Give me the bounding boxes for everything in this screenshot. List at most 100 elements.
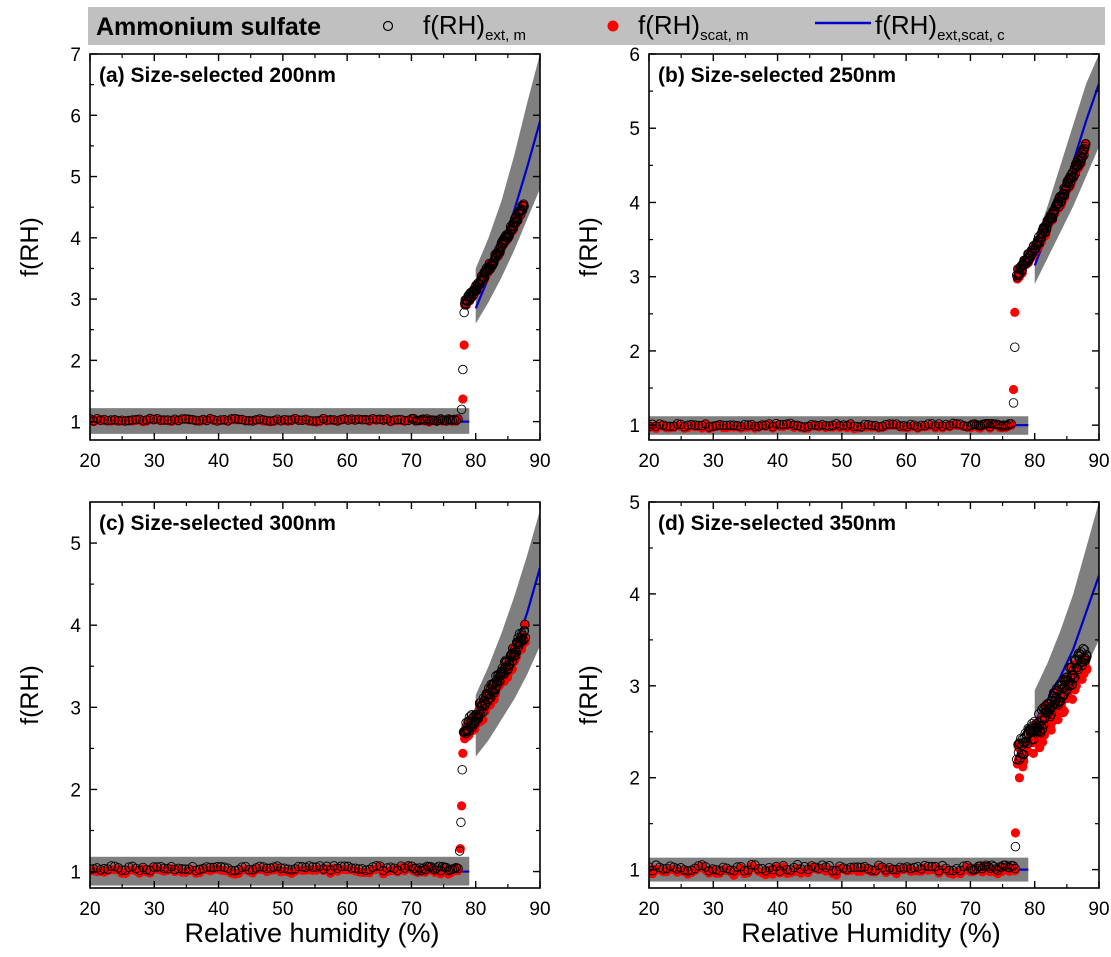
- ext-point: [817, 420, 828, 430]
- scat-point: [1008, 384, 1019, 395]
- ext-point: [254, 414, 265, 424]
- data-points: [90, 199, 529, 427]
- scat-point: [1053, 715, 1063, 725]
- ext-point: [520, 619, 530, 630]
- ext-point: [714, 866, 725, 876]
- ext-point: [707, 864, 718, 874]
- plot-frame: [648, 501, 1100, 889]
- ext-point: [799, 861, 810, 872]
- ext-point: [813, 421, 824, 431]
- ext-point: [237, 414, 247, 425]
- ext-point: [371, 414, 382, 425]
- ext-point: [1019, 749, 1029, 760]
- ext-point: [254, 861, 265, 872]
- ext-point: [138, 416, 148, 426]
- ext-point: [895, 421, 905, 431]
- ext-point: [502, 665, 513, 675]
- ext-point: [441, 416, 452, 426]
- ext-point: [508, 223, 519, 233]
- ext-point: [510, 218, 521, 228]
- ext-point: [479, 272, 490, 283]
- ext-point: [778, 419, 789, 430]
- ext-point: [768, 864, 778, 875]
- ext-point: [1011, 754, 1022, 765]
- ext-point: [166, 861, 177, 872]
- ext-point: [283, 864, 293, 875]
- ext-point: [247, 416, 258, 426]
- ext-point: [173, 863, 184, 874]
- ext-point: [205, 413, 215, 424]
- legend-label-scat-measured: f(RH)scat, m: [638, 10, 748, 44]
- ext-point: [979, 861, 990, 872]
- ext-point: [325, 415, 336, 425]
- x-tick-label: 60: [337, 899, 358, 920]
- ext-point: [1037, 723, 1048, 734]
- ext-point: [888, 864, 898, 875]
- x-tick-label: 80: [1024, 451, 1045, 472]
- uncertainty-band-high: [1034, 502, 1099, 751]
- ext-point: [1055, 696, 1066, 706]
- ext-point: [447, 415, 458, 426]
- ext-point: [127, 415, 138, 425]
- ext-point: [849, 862, 859, 873]
- legend-label-sub: scat, m: [700, 27, 749, 45]
- x-tick-label: 70: [960, 899, 981, 920]
- ext-point: [916, 864, 927, 874]
- x-tick-label: 20: [79, 451, 100, 472]
- ext-point: [683, 420, 693, 431]
- ext-point: [420, 415, 431, 426]
- ext-point: [290, 864, 300, 874]
- ext-point: [1038, 720, 1049, 730]
- ext-point: [679, 865, 690, 875]
- ext-point: [520, 632, 531, 643]
- ext-point: [1008, 398, 1019, 408]
- ext-point: [1078, 145, 1089, 156]
- ext-point: [948, 418, 958, 429]
- ext-point: [191, 865, 201, 876]
- ext-point: [658, 864, 668, 874]
- line-marker-icon: [815, 21, 871, 25]
- x-axis-title-right: Relative Humidity (%): [741, 918, 1001, 948]
- ext-point: [519, 201, 529, 211]
- ext-point: [357, 415, 368, 425]
- y-tick-label: 1: [70, 863, 81, 884]
- ext-point: [877, 862, 888, 872]
- ext-point: [852, 421, 863, 432]
- x-tick-label: 90: [1088, 899, 1109, 920]
- ext-point: [434, 415, 444, 425]
- x-tick-label: 60: [896, 451, 917, 472]
- open-circle-marker-icon: [382, 20, 394, 32]
- ext-point: [654, 419, 665, 429]
- ext-point: [470, 716, 480, 726]
- ext-point: [693, 861, 704, 871]
- x-tick-label: 30: [703, 899, 724, 920]
- panel-title: (d) Size-selected 350nm: [658, 512, 896, 535]
- ext-point: [1049, 688, 1059, 699]
- ext-point: [311, 862, 322, 872]
- ext-point: [297, 415, 307, 426]
- ext-point: [1034, 238, 1045, 248]
- y-tick-label: 1: [629, 416, 640, 437]
- ext-point: [1076, 153, 1087, 164]
- ext-point: [412, 865, 423, 876]
- ext-point: [458, 364, 468, 375]
- ext-point: [148, 862, 159, 872]
- ext-point: [1069, 673, 1079, 684]
- ext-point: [361, 414, 371, 425]
- ext-point: [898, 863, 909, 873]
- ext-point: [434, 861, 444, 872]
- ext-point: [690, 420, 700, 430]
- ext-point: [888, 419, 898, 430]
- ext-point: [145, 413, 155, 424]
- x-tick-label: 70: [960, 451, 981, 472]
- ext-point: [1069, 171, 1079, 181]
- ext-point: [152, 862, 162, 872]
- ext-point: [159, 863, 169, 874]
- ext-point: [262, 863, 272, 874]
- ext-point: [1010, 841, 1021, 852]
- ext-point: [760, 865, 771, 876]
- ext-point: [422, 414, 432, 424]
- ext-point: [711, 421, 721, 431]
- ext-point: [451, 862, 461, 873]
- ext-point: [937, 860, 948, 871]
